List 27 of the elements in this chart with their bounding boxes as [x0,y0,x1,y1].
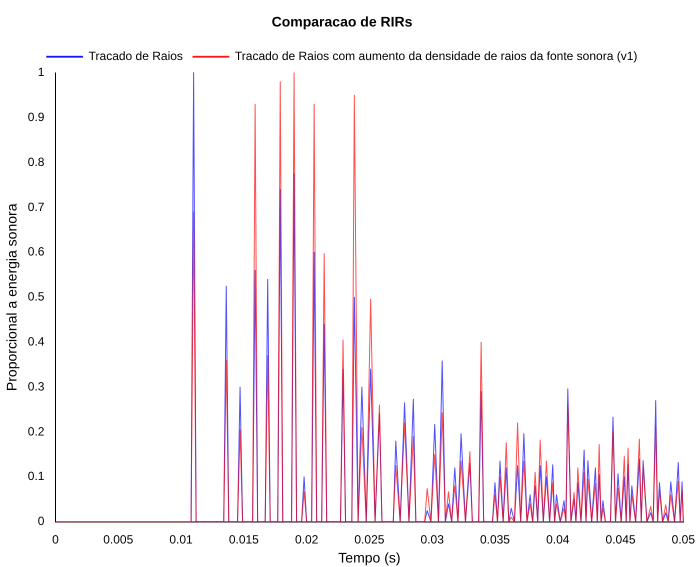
y-tick-label: 0.6 [28,244,45,259]
x-tick-label: 0.03 [420,532,444,546]
x-tick-label: 0.035 [480,532,510,546]
y-axis-title: Proporcional a energia sonora [3,203,20,392]
y-tick-label: 0.3 [28,379,45,394]
x-tick-label: 0.045 [606,532,636,546]
x-tick-label: 0.025 [354,532,385,546]
x-tick-label: 0.005 [103,532,134,546]
y-tick-label: 0.2 [28,424,45,438]
y-tick-label: 1 [38,65,45,80]
y-tick-label: 0.1 [28,469,45,484]
x-tick-label: 0.01 [169,532,194,546]
x-tick-label: 0.05 [672,532,696,546]
y-tick-label: 0.7 [28,200,45,214]
y-tick-label: 0 [38,514,45,528]
y-tick-label: 0.4 [28,334,45,349]
y-tick-label: 0.9 [28,110,45,124]
legend-label: Tracado de Raios com aumento da densidade de raios da fonte sonora (v1) [234,49,638,64]
x-tick-label: 0.015 [228,532,260,546]
x-axis-title: Tempo (s) [338,549,401,566]
y-tick-label: 0.5 [28,290,45,304]
legend-label: Tracado de Raios [88,49,183,64]
x-tick-label: 0 [52,532,60,546]
chart-title: Comparacao de RIRs [272,13,413,30]
x-tick-label: 0.02 [294,532,319,546]
x-tick-label: 0.04 [546,532,570,546]
y-tick-label: 0.8 [28,154,45,169]
